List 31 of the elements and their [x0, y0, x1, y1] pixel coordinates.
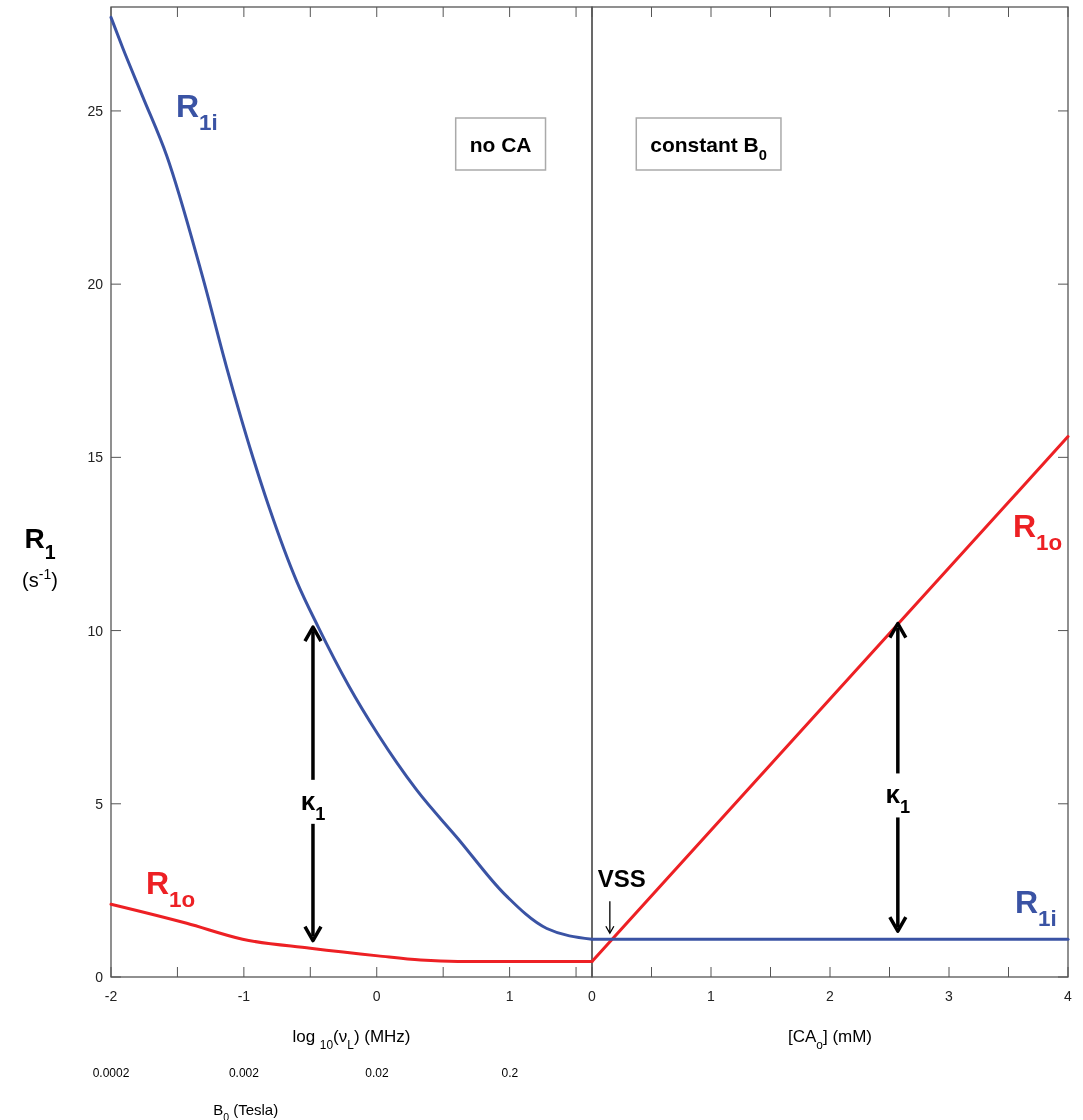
x-tick-label: 0: [372, 988, 381, 1004]
x-axis-title: log $_{10}$(ν$_{L}$) (MHz): [292, 1027, 411, 1052]
x2-tick-label: 0.0002: [92, 1066, 130, 1080]
x-tick-label: 2: [826, 988, 835, 1004]
y-tick-label: 25: [87, 102, 104, 119]
y-tick-label: 20: [87, 276, 104, 293]
series-label: R$_{1i}$: [1015, 884, 1057, 931]
annotation: κ$_{1}$: [885, 779, 911, 818]
annotation: VSS: [597, 865, 646, 893]
y-tick-label: 5: [95, 795, 104, 812]
series-label: R$_{1o}$: [1013, 507, 1063, 555]
x2-tick-label: 0.2: [501, 1066, 519, 1080]
y-axis-title: R$_{1}$ (s$^{-1}$): [22, 523, 58, 591]
series-label: R$_{1o}$: [146, 865, 196, 912]
annotation: constant B$_{0}$: [650, 133, 767, 163]
annotation: no CA: [469, 133, 532, 156]
x-axis-title: [CA$_{o}$] (mM): [787, 1027, 873, 1052]
x-tick-label: 1: [707, 988, 716, 1004]
y-tick-label: 10: [87, 622, 104, 639]
series-label: R$_{1i}$: [176, 88, 218, 135]
annotation: κ$_{1}$: [300, 785, 326, 824]
x2-tick-label: 0.002: [228, 1066, 260, 1080]
y-tick-label: 0: [95, 969, 104, 985]
x-tick-label: 1: [505, 988, 514, 1004]
x-tick-label: -1: [237, 988, 251, 1004]
y-tick-label: 15: [87, 449, 104, 466]
x-tick-label: 0: [588, 988, 597, 1004]
x-tick-label: 4: [1064, 988, 1073, 1004]
x-tick-label: -2: [104, 988, 118, 1004]
x-tick-label: 3: [945, 988, 954, 1004]
x2-tick-label: 0.02: [365, 1066, 389, 1080]
